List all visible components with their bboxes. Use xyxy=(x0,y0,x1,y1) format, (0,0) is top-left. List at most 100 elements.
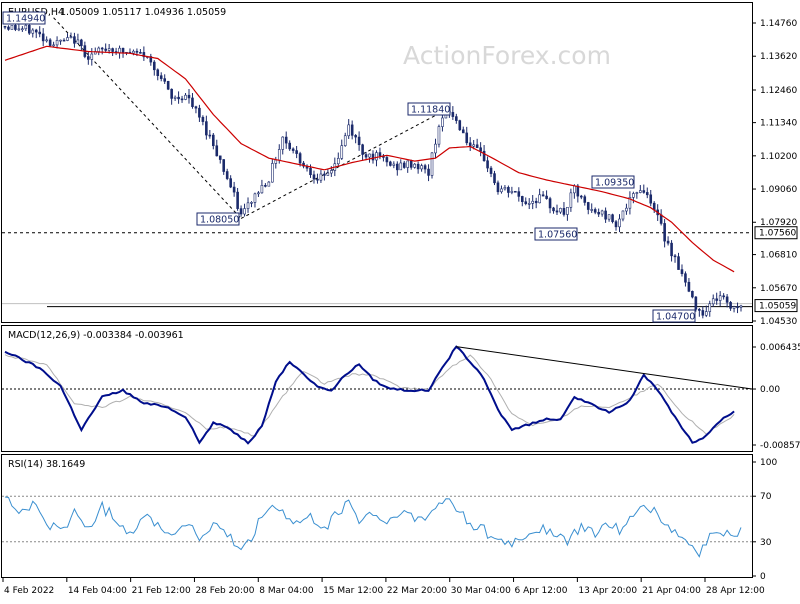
price-trendlines xyxy=(53,17,450,219)
candle-body xyxy=(642,190,646,193)
x-tick-label: 15 Mar 12:00 xyxy=(323,586,383,596)
candle-body xyxy=(354,135,357,138)
price-tick-label: 1.12460 xyxy=(760,86,797,96)
price-trendline xyxy=(53,17,242,219)
candle-body xyxy=(427,168,430,176)
candlestick-series xyxy=(3,20,743,319)
price-annotation-label: 1.08050 xyxy=(200,215,239,226)
price-y-axis: 1.14760 1.13620 1.12460 1.11340 1.10200 1.090… xyxy=(752,19,797,327)
x-tick-label: 21 Feb 12:00 xyxy=(132,586,191,596)
candle-body xyxy=(343,135,347,146)
candle-body xyxy=(569,192,573,208)
candle-body xyxy=(663,223,666,242)
x-tick-label: 4 Feb 2022 xyxy=(4,586,54,596)
support-level-label: 1.07560 xyxy=(759,229,796,239)
candle-body xyxy=(246,202,250,209)
candle-body xyxy=(517,191,521,197)
price-tick-label: 1.13620 xyxy=(760,52,797,62)
candle-body xyxy=(639,190,642,193)
candle-body xyxy=(80,39,83,46)
price-annotation-box xyxy=(2,11,46,25)
candle-body xyxy=(76,39,80,44)
ohlc-label: 1.05009 1.05117 1.04936 1.05059 xyxy=(60,7,226,18)
candle-body xyxy=(496,182,500,193)
candle-body xyxy=(90,53,94,60)
candle-body xyxy=(520,196,524,202)
candle-body xyxy=(531,200,534,204)
candle-body xyxy=(673,255,677,258)
candle-body xyxy=(545,195,548,199)
candle-body xyxy=(218,155,222,160)
candle-body xyxy=(142,52,146,58)
candle-body xyxy=(121,47,125,54)
candle-body xyxy=(482,150,486,162)
candle-body xyxy=(10,25,14,30)
candle-body xyxy=(618,218,621,228)
candle-body xyxy=(215,145,219,157)
candle-body xyxy=(232,186,236,193)
candle-body xyxy=(566,206,569,215)
candle-body xyxy=(573,185,576,194)
candle-body xyxy=(288,142,291,150)
candle-body xyxy=(180,98,184,101)
candle-body xyxy=(486,160,489,169)
moving-average-line xyxy=(4,45,735,273)
candle-body xyxy=(739,305,743,308)
candle-body xyxy=(97,47,101,52)
candle-body xyxy=(250,202,253,204)
candle-body xyxy=(479,147,482,152)
candle-body xyxy=(62,39,66,42)
candle-body xyxy=(507,187,510,193)
rsi-tick-label: 100 xyxy=(760,458,777,468)
candle-body xyxy=(586,202,590,210)
candle-body xyxy=(604,210,607,220)
candle-body xyxy=(184,94,187,100)
candle-body xyxy=(111,48,114,52)
candle-body xyxy=(628,197,632,209)
candle-body xyxy=(670,242,673,257)
candle-body xyxy=(434,143,437,154)
candle-body xyxy=(187,94,191,99)
candle-body xyxy=(229,178,232,188)
candle-body xyxy=(649,194,653,204)
candle-body xyxy=(24,24,28,30)
candle-body xyxy=(323,173,326,176)
candle-body xyxy=(7,26,10,30)
candle-body xyxy=(708,303,712,312)
candle-body xyxy=(406,160,410,168)
candle-body xyxy=(326,172,330,176)
rsi-y-axis: 100 70 30 0 xyxy=(752,458,777,582)
candle-body xyxy=(274,159,278,164)
candle-body xyxy=(538,194,541,204)
candle-body xyxy=(645,192,649,196)
candle-body xyxy=(364,154,368,158)
candle-body xyxy=(607,214,611,220)
price-tick-label: 1.14760 xyxy=(760,19,797,29)
candle-body xyxy=(635,192,639,194)
candle-body xyxy=(472,144,475,147)
macd-title: MACD(12,26,9) -0.003384 -0.003961 xyxy=(8,330,184,341)
candle-body xyxy=(583,196,587,203)
price-annotation-label: 1.04700 xyxy=(656,312,695,323)
x-tick-label: 30 Mar 04:00 xyxy=(451,586,511,596)
price-annotation-label: 1.09350 xyxy=(595,178,634,189)
candle-body xyxy=(316,178,319,181)
rsi-panel-frame xyxy=(1,454,753,578)
candle-body xyxy=(69,36,73,38)
candle-body xyxy=(718,295,722,301)
candle-body xyxy=(52,44,55,47)
candle-body xyxy=(222,159,226,172)
candle-body xyxy=(87,56,90,60)
candle-body xyxy=(177,96,180,100)
price-tick-label: 1.07920 xyxy=(760,218,797,228)
candle-body xyxy=(236,191,239,209)
candle-body xyxy=(691,290,694,298)
candle-body xyxy=(548,198,552,209)
candle-body xyxy=(514,190,517,193)
candle-body xyxy=(198,107,201,118)
candle-body xyxy=(205,121,208,136)
price-tick-label: 1.11340 xyxy=(760,119,797,129)
candle-body xyxy=(260,185,264,194)
rsi-tick-label: 70 xyxy=(760,492,772,502)
rsi-tick-label: 0 xyxy=(760,572,766,582)
